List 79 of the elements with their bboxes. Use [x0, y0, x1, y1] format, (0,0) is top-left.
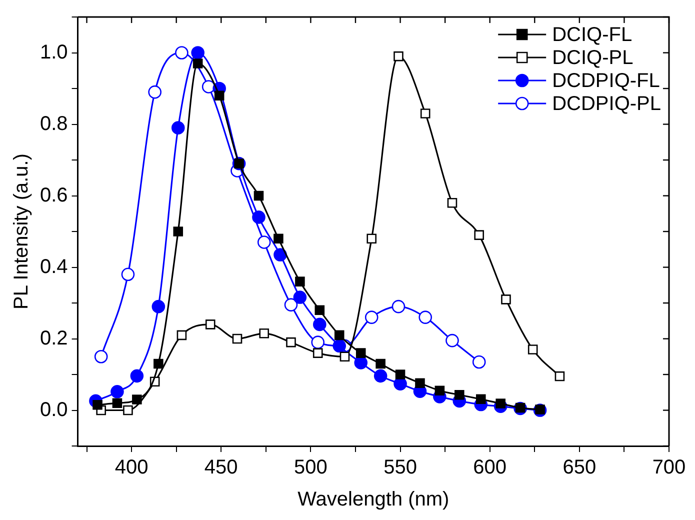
point	[205, 320, 216, 330]
x-tick-label: 600	[473, 456, 507, 479]
point	[94, 350, 108, 364]
point	[257, 236, 271, 249]
point	[123, 405, 133, 416]
point	[112, 398, 122, 408]
legend-label: DCIQ-PL	[552, 47, 634, 70]
point	[121, 268, 135, 282]
point	[110, 385, 124, 398]
point	[214, 90, 224, 101]
point	[454, 390, 464, 400]
point	[364, 310, 378, 324]
x-tick-label: 500	[294, 456, 328, 479]
point	[173, 226, 184, 236]
point	[374, 369, 388, 383]
point	[311, 336, 325, 349]
point	[354, 356, 368, 370]
point	[148, 85, 162, 99]
point	[472, 355, 486, 369]
point	[312, 348, 323, 358]
point	[528, 344, 538, 354]
point	[154, 358, 164, 369]
y-axis-title: PL Intensity (a.u.)	[10, 154, 33, 310]
point	[132, 394, 142, 404]
x-tick-label: 550	[384, 456, 417, 479]
x-tick-label: 450	[204, 456, 238, 479]
point	[415, 378, 425, 388]
point	[474, 230, 484, 240]
point	[284, 298, 298, 312]
legend-label: DCIQ-FL	[552, 24, 632, 46]
point	[395, 370, 406, 380]
point	[334, 330, 344, 340]
y-tick-label: 0.0	[40, 398, 68, 421]
x-tick-label: 650	[562, 456, 596, 479]
y-tick-label: 0.8	[40, 112, 68, 135]
point	[130, 369, 144, 383]
point	[293, 290, 307, 304]
x-tick-label: 700	[652, 456, 686, 479]
point	[192, 58, 203, 68]
point	[176, 330, 187, 340]
point	[92, 400, 102, 410]
point	[254, 190, 264, 201]
point	[356, 348, 366, 358]
point	[232, 334, 242, 344]
point	[175, 46, 188, 60]
point	[152, 300, 166, 314]
y-tick-label: 1.0	[40, 41, 68, 64]
point	[191, 46, 204, 60]
point	[274, 248, 287, 262]
point	[314, 305, 325, 316]
x-tick-label: 400	[114, 456, 148, 479]
point	[376, 358, 386, 369]
legend-label: DCDPIQ-PL	[552, 93, 661, 116]
legend-label: DCDPIQ-FL	[552, 70, 660, 92]
point	[447, 198, 458, 208]
point	[252, 210, 266, 224]
point	[434, 386, 445, 396]
point	[554, 371, 565, 382]
point	[202, 80, 216, 94]
point	[501, 294, 511, 304]
point	[313, 318, 326, 332]
point	[332, 339, 346, 353]
point	[476, 394, 486, 404]
point	[340, 352, 350, 362]
point	[295, 276, 305, 286]
point	[394, 51, 404, 62]
point	[446, 334, 459, 348]
y-tick-label: 0.6	[40, 184, 68, 206]
point	[366, 234, 377, 244]
x-axis-title: Wavelength (nm)	[298, 488, 450, 511]
point	[420, 108, 430, 118]
y-tick-label: 0.2	[40, 327, 68, 350]
point	[392, 300, 406, 314]
point	[418, 310, 432, 324]
point	[259, 328, 270, 338]
point	[274, 234, 284, 244]
y-tick-label: 0.4	[40, 256, 68, 278]
point	[171, 121, 185, 134]
point	[286, 337, 296, 348]
